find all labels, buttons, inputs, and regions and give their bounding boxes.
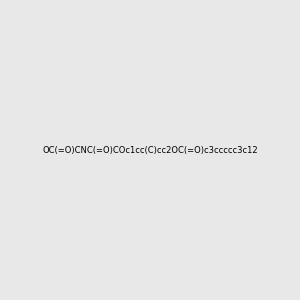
Text: OC(=O)CNC(=O)COc1cc(C)cc2OC(=O)c3ccccc3c12: OC(=O)CNC(=O)COc1cc(C)cc2OC(=O)c3ccccc3c… bbox=[42, 146, 258, 154]
